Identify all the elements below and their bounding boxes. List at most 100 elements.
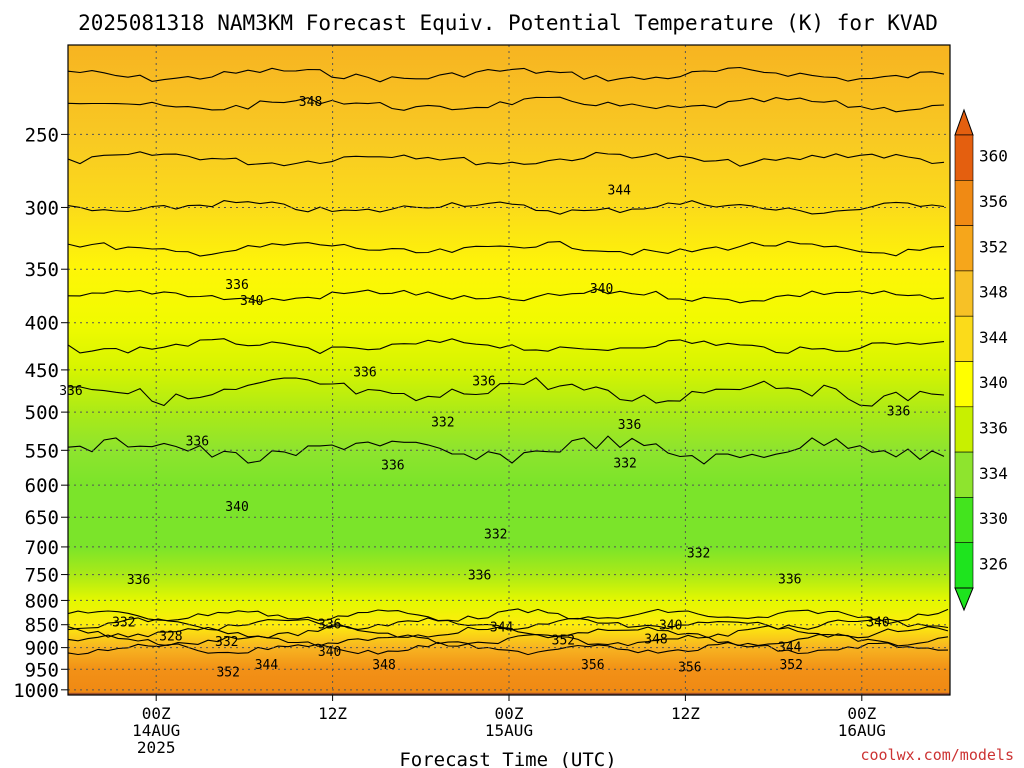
contour-label: 332 (613, 456, 636, 471)
colorbar-label: 360 (979, 147, 1008, 166)
y-tick-label: 850 (25, 615, 59, 637)
y-tick-label: 650 (25, 507, 59, 529)
contour-line (68, 96, 945, 113)
colorbar-label: 334 (979, 464, 1008, 483)
contour-line (68, 641, 949, 656)
colorbar-label: 330 (979, 509, 1008, 528)
contour-labels: 3483443403403363363363363363363363363323… (59, 95, 910, 680)
contour-line (68, 66, 945, 83)
contour-line (68, 633, 949, 647)
y-tick-label: 450 (25, 360, 59, 382)
contour-label: 352 (552, 634, 575, 649)
colorbar-segment (954, 542, 974, 589)
contour-label: 344 (255, 658, 279, 673)
contour-line (68, 377, 945, 407)
x-tick-label: 2025 (137, 738, 176, 757)
colorbar-segment (954, 225, 974, 272)
colorbar-segment (954, 270, 974, 317)
contour-label: 336 (353, 366, 376, 381)
contour-label: 340 (225, 500, 248, 515)
contour-label: 332 (484, 528, 507, 543)
contour-label: 336 (225, 278, 248, 293)
colorbar-bottom-arrow (954, 587, 974, 612)
y-tick-label: 250 (25, 124, 59, 146)
colorbar-label: 348 (979, 283, 1008, 302)
contour-label: 328 (159, 629, 182, 644)
contour-label: 336 (381, 459, 404, 474)
x-tick-label: 15AUG (485, 721, 533, 740)
contour-line (68, 435, 945, 465)
contour-line (68, 151, 945, 167)
contour-line (68, 625, 949, 639)
contour-label: 356 (678, 660, 701, 675)
contour-label: 336 (127, 573, 150, 588)
colorbar-top-arrow (954, 108, 974, 136)
contour-line (68, 338, 945, 355)
chart-title: 2025081318 NAM3KM Forecast Equiv. Potent… (78, 11, 938, 35)
contour-label: 340 (240, 294, 263, 309)
y-tick-label: 500 (25, 402, 59, 424)
contour-line (68, 617, 949, 631)
y-tick-label: 900 (25, 638, 59, 660)
contour-label: 340 (590, 282, 613, 297)
colorbar-segment (954, 180, 974, 226)
contour-label: 332 (431, 416, 454, 431)
x-tick-label: 00Z (495, 704, 524, 723)
contour-line (68, 200, 945, 215)
grid (68, 45, 950, 695)
y-tick-label: 950 (25, 659, 59, 681)
colorbar-segment (954, 315, 974, 362)
plot-area: 3483443403403363363363363363363363363323… (59, 44, 951, 696)
colorbar-label: 352 (979, 237, 1008, 256)
colorbar-label: 336 (979, 418, 1008, 437)
y-tick-label: 550 (25, 440, 59, 462)
colorbar: 360 356 352 348 344 340 336 334 330 326 (954, 108, 1008, 612)
contour-label: 352 (779, 658, 802, 673)
x-tick-label: 00Z (847, 704, 876, 723)
contour-label: 336 (318, 617, 341, 632)
colorbar-segment (954, 497, 974, 543)
contour-label: 340 (866, 615, 889, 630)
contour-label: 344 (778, 641, 802, 656)
colorbar-segment (954, 406, 974, 453)
y-tick-label: 300 (25, 197, 59, 219)
contour-label: 336 (186, 435, 209, 450)
contour-label: 336 (59, 384, 82, 399)
contour-label: 348 (644, 633, 667, 648)
y-tick-label: 800 (25, 590, 59, 612)
contour-label: 336 (472, 374, 495, 389)
colorbar-segment (954, 134, 974, 181)
contour-label: 356 (581, 658, 604, 673)
contour-label: 336 (618, 418, 641, 433)
contour-label: 336 (468, 569, 491, 584)
contour-label: 344 (490, 621, 514, 636)
contour-label: 336 (778, 572, 801, 587)
x-tick-label: 14AUG (132, 721, 180, 740)
contour-label: 340 (318, 645, 341, 660)
y-tick-label: 750 (25, 565, 59, 587)
y-tick-label: 700 (25, 537, 59, 559)
colorbar-label: 340 (979, 373, 1008, 392)
contour-label: 332 (215, 635, 238, 650)
contour-line (68, 288, 945, 304)
colorbar-segment (954, 361, 974, 408)
contour-label: 352 (216, 665, 239, 680)
contour-label: 340 (659, 619, 682, 634)
contour-lines (68, 66, 949, 656)
colorbar-label: 326 (979, 554, 1008, 573)
x-axis-label: Forecast Time (UTC) (399, 749, 616, 768)
colorbar-label: 356 (979, 192, 1008, 211)
contour-label: 348 (299, 95, 322, 110)
x-tick-label: 12Z (318, 704, 347, 723)
credit-text: coolwx.com/models (860, 746, 1014, 764)
y-tick-label: 1000 (13, 680, 59, 702)
contour-label: 348 (372, 658, 395, 673)
contour-label: 336 (887, 405, 910, 420)
colorbar-label: 344 (979, 328, 1008, 347)
colorbar-segment (954, 451, 974, 498)
contour-label: 332 (112, 615, 135, 630)
x-tick-label: 16AUG (838, 721, 886, 740)
contour-line (68, 608, 949, 622)
